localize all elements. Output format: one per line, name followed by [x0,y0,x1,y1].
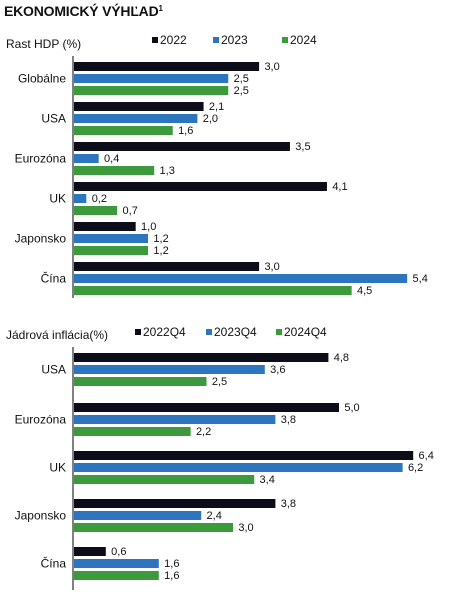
gdp-data-label-2023-4: 1,2 [153,233,168,245]
gdp-data-label-2022-0: 3,0 [264,61,279,73]
inflation-bar-2023Q4-2 [74,463,403,472]
gdp-data-label-2023-3: 0,2 [92,193,107,205]
inflation-data-label-2024Q4-2: 3,4 [260,474,275,486]
inflation-legend-label-2023Q4: 2023Q4 [214,325,257,339]
inflation-bar-2023Q4-0 [74,365,265,374]
gdp-legend-label-2023: 2023 [221,33,248,47]
inflation-data-label-2022Q4-3: 3,8 [281,498,296,510]
gdp-data-label-2024-4: 1,2 [153,245,168,257]
inflation-category-label-1: Eurozóna [15,413,67,427]
inflation-category-label-3: Japonsko [15,509,67,523]
inflation-data-label-2023Q4-4: 1,6 [164,558,179,570]
inflation-data-label-2022Q4-0: 4,8 [334,352,349,364]
inflation-legend-swatch-2023Q4 [206,329,212,335]
inflation-data-label-2024Q4-4: 1,6 [164,570,179,582]
inflation-data-label-2022Q4-2: 6,4 [419,450,434,462]
gdp-chart-title: Rast HDP (%) [6,37,81,51]
inflation-data-label-2023Q4-1: 3,8 [281,414,296,426]
gdp-category-label-5: Čína [41,271,67,286]
inflation-legend-label-2022Q4: 2022Q4 [143,325,186,339]
gdp-bar-2022-3 [74,182,327,191]
gdp-legend-swatch-2022 [152,37,158,43]
gdp-category-label-2: Eurozóna [15,152,67,166]
gdp-data-label-2022-1: 2,1 [209,101,224,113]
gdp-bar-2023-1 [74,114,198,123]
gdp-data-label-2023-5: 5,4 [413,273,428,285]
gdp-bar-2023-2 [74,154,99,163]
gdp-data-label-2024-2: 1,3 [160,165,175,177]
gdp-data-label-2024-0: 2,5 [234,85,249,97]
inflation-bar-2022Q4-0 [74,353,329,362]
gdp-data-label-2022-2: 3,5 [295,141,310,153]
gdp-data-label-2022-5: 3,0 [264,261,279,273]
gdp-data-label-2022-3: 4,1 [332,181,347,193]
inflation-bar-2024Q4-1 [74,427,191,436]
inflation-chart-title: Jádrová inflácia(%) [6,328,108,342]
gdp-data-label-2023-1: 2,0 [203,113,218,125]
inflation-legend-label-2024Q4: 2024Q4 [284,325,327,339]
inflation-data-label-2023Q4-3: 2,4 [207,510,222,522]
inflation-bar-2022Q4-3 [74,499,276,508]
gdp-data-label-2024-5: 4,5 [357,285,372,297]
inflation-bar-2022Q4-1 [74,403,339,412]
inflation-category-label-0: USA [41,363,66,377]
inflation-category-label-2: UK [49,461,66,475]
inflation-bar-2024Q4-3 [74,523,233,532]
inflation-bar-2022Q4-2 [74,451,414,460]
gdp-category-label-4: Japonsko [15,232,67,246]
inflation-category-label-4: Čína [41,556,67,571]
inflation-legend-swatch-2024Q4 [276,329,282,335]
inflation-data-label-2023Q4-2: 6,2 [408,462,423,474]
inflation-bar-2023Q4-4 [74,559,159,568]
gdp-legend-label-2022: 2022 [160,33,187,47]
gdp-data-label-2022-4: 1,0 [141,221,156,233]
gdp-legend-swatch-2024 [282,37,288,43]
inflation-data-label-2022Q4-4: 0,6 [111,546,126,558]
gdp-bar-2023-4 [74,234,149,243]
gdp-category-label-1: USA [41,112,66,126]
gdp-bar-2024-5 [74,286,352,295]
inflation-bar-2023Q4-3 [74,511,202,520]
inflation-bar-2024Q4-4 [74,571,159,580]
title-footnote-marker: 1 [158,4,163,13]
gdp-bar-2022-2 [74,142,290,151]
inflation-data-label-2024Q4-0: 2,5 [212,376,227,388]
gdp-bar-2024-4 [74,246,149,255]
inflation-data-label-2024Q4-3: 3,0 [238,522,253,534]
gdp-data-label-2023-2: 0,4 [104,153,119,165]
gdp-data-label-2023-0: 2,5 [234,73,249,85]
gdp-bar-2023-5 [74,274,408,283]
gdp-legend-swatch-2023 [213,37,219,43]
gdp-bar-2022-0 [74,62,260,71]
gdp-bar-2022-4 [74,222,136,231]
gdp-bar-2022-1 [74,102,204,111]
gdp-bar-2022-5 [74,262,260,271]
gdp-bar-2024-1 [74,126,173,135]
inflation-legend-swatch-2022Q4 [135,329,141,335]
inflation-bar-2024Q4-2 [74,475,255,484]
gdp-bar-2024-0 [74,86,229,95]
gdp-data-label-2024-3: 0,7 [123,205,138,217]
gdp-category-label-3: UK [49,192,66,206]
gdp-bar-2023-3 [74,194,87,203]
gdp-category-label-0: Globálne [18,72,66,86]
gdp-bar-2023-0 [74,74,229,83]
inflation-bar-2024Q4-0 [74,377,207,386]
page-title: EKONOMICKÝ VÝHĽAD1 [4,3,163,19]
inflation-bar-2023Q4-1 [74,415,276,424]
gdp-bar-2024-3 [74,206,118,215]
inflation-data-label-2022Q4-1: 5,0 [344,402,359,414]
gdp-bar-2024-2 [74,166,155,175]
inflation-bar-2022Q4-4 [74,547,106,556]
gdp-data-label-2024-1: 1,6 [178,125,193,137]
gdp-legend-label-2024: 2024 [290,33,317,47]
inflation-data-label-2023Q4-0: 3,6 [270,364,285,376]
inflation-data-label-2024Q4-1: 2,2 [196,426,211,438]
